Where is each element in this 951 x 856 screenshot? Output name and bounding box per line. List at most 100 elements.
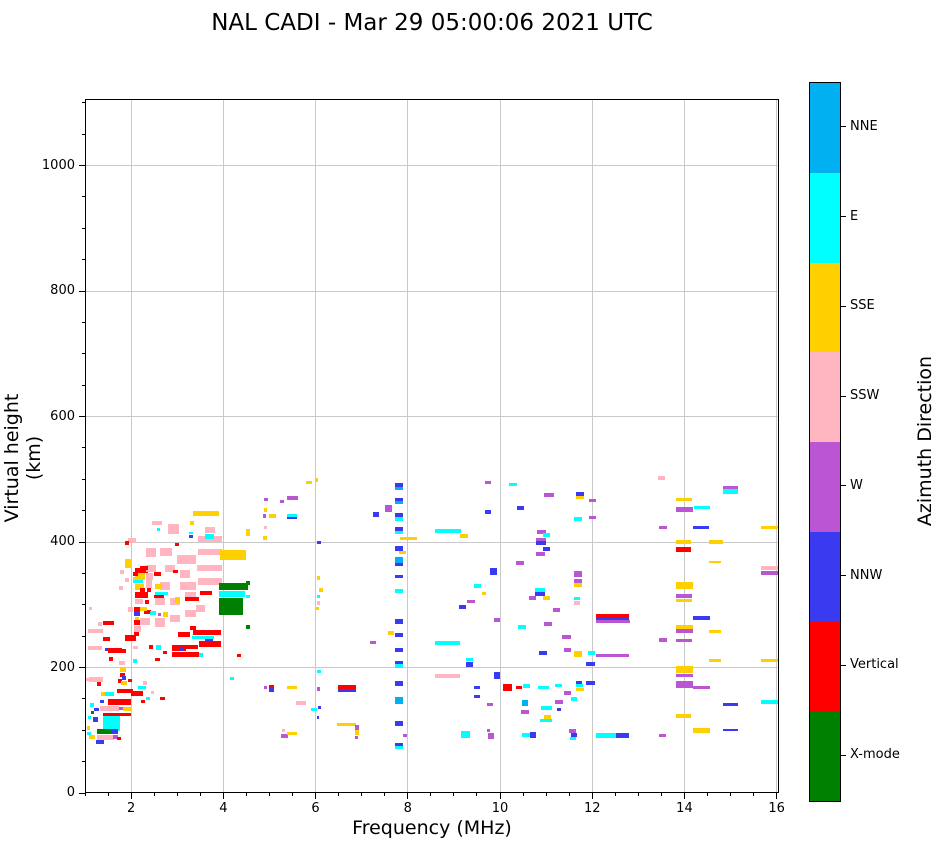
echo-point: [280, 734, 288, 738]
y-tick-label: 200: [50, 659, 75, 675]
echo-point: [89, 735, 96, 740]
x-minor-tick: [84, 793, 86, 796]
echo-point: [692, 685, 710, 690]
echo-point: [177, 631, 190, 637]
echo-point: [154, 572, 162, 576]
echo-point: [530, 732, 537, 739]
echo-point: [676, 599, 693, 603]
y-minor-tick: [82, 447, 85, 449]
colorbar-segment-e: [810, 172, 840, 263]
echo-point: [521, 699, 528, 707]
echo-point: [575, 683, 583, 687]
echo-point: [286, 685, 298, 690]
x-major-tick: [222, 793, 224, 799]
echo-point: [112, 735, 118, 740]
echo-point: [188, 535, 194, 538]
echo-point: [268, 688, 274, 692]
echo-point: [133, 626, 141, 632]
x-tick-label: 16: [768, 801, 785, 816]
y-minor-tick: [82, 196, 85, 198]
echo-point: [722, 703, 738, 706]
echo-point: [692, 616, 710, 620]
echo-point: [162, 650, 168, 654]
echo-point: [85, 678, 89, 682]
echo-point: [387, 631, 395, 635]
gridline-y: [85, 165, 779, 166]
gridline-y: [85, 667, 779, 668]
echo-point: [535, 592, 545, 596]
echo-point: [484, 481, 491, 485]
echo-point: [394, 661, 403, 665]
echo-point: [570, 696, 577, 701]
echo-point: [144, 609, 151, 614]
echo-point: [595, 653, 630, 658]
echo-point: [486, 702, 493, 707]
echo-point: [316, 606, 320, 611]
echo-point: [101, 691, 106, 696]
y-tick-label: 0: [66, 785, 75, 800]
echo-point: [538, 651, 547, 655]
gridline-y: [85, 541, 779, 543]
echo-point: [116, 688, 133, 694]
echo-point: [575, 687, 585, 692]
echo-point: [676, 582, 694, 590]
colorbar-segment-w: [810, 442, 840, 532]
echo-point: [96, 728, 111, 734]
echo-point: [473, 685, 480, 689]
echo-point: [87, 715, 91, 719]
echo-point: [139, 617, 150, 625]
echo-point: [434, 641, 461, 645]
x-minor-tick: [568, 793, 570, 796]
echo-point: [676, 665, 694, 673]
echo-point: [337, 685, 356, 689]
echo-point: [585, 661, 595, 666]
echo-point: [659, 734, 666, 738]
echo-point: [155, 597, 166, 606]
echo-point: [394, 483, 403, 487]
echo-point: [481, 591, 486, 596]
x-minor-tick: [753, 793, 755, 796]
echo-point: [121, 676, 127, 681]
echo-point: [554, 683, 562, 687]
echo-point: [459, 533, 468, 538]
echo-point: [155, 584, 162, 590]
echo-point: [521, 733, 531, 738]
echo-point: [162, 611, 168, 617]
echo-point: [246, 529, 251, 536]
echo-point: [157, 612, 162, 617]
echo-point: [172, 644, 186, 651]
echo-point: [125, 558, 132, 569]
y-tick-label: 600: [50, 408, 75, 424]
echo-point: [132, 572, 139, 576]
echo-point: [571, 733, 577, 738]
y-minor-tick: [82, 604, 85, 606]
echo-point: [218, 590, 245, 597]
x-minor-tick: [730, 793, 732, 796]
echo-point: [354, 730, 359, 736]
echo-point: [120, 570, 125, 574]
echo-point: [133, 607, 140, 613]
echo-point: [595, 733, 616, 738]
echo-point: [709, 658, 722, 663]
y-major-tick: [79, 667, 85, 668]
echo-point: [120, 668, 127, 672]
echo-point: [204, 638, 213, 642]
echo-point: [394, 530, 403, 535]
echo-point: [692, 728, 710, 734]
echo-point: [310, 707, 317, 712]
echo-point: [108, 698, 132, 705]
echo-point: [535, 587, 545, 592]
x-tick-label: 14: [676, 801, 693, 816]
echo-point: [199, 590, 212, 596]
echo-point: [394, 696, 403, 704]
echo-point: [179, 648, 184, 652]
echo-point: [179, 570, 191, 578]
echo-point: [192, 629, 222, 635]
echo-point: [198, 653, 204, 657]
colorbar-tick: [840, 395, 846, 397]
echo-point: [191, 635, 215, 639]
echo-point: [263, 498, 269, 502]
echo-point: [133, 645, 139, 649]
echo-point: [138, 685, 147, 689]
